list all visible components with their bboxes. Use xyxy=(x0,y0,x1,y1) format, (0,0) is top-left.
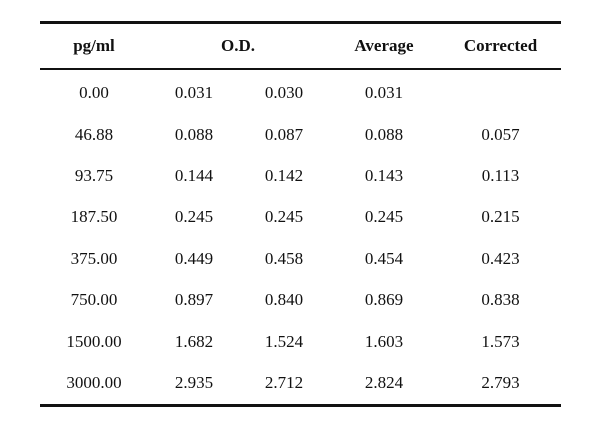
data-table-container: pg/ml O.D. Average Corrected 0.00 0.031 … xyxy=(40,21,561,407)
header-average: Average xyxy=(354,36,414,55)
cell-pg: 750.00 xyxy=(70,290,118,310)
table-row: 3000.00 2.935 2.712 2.824 2.793 xyxy=(40,362,561,403)
table-top-rule xyxy=(40,21,561,24)
cell-od1: 0.144 xyxy=(174,165,214,185)
cell-od2: 0.087 xyxy=(264,124,304,144)
cell-pg: 187.50 xyxy=(70,207,118,227)
cell-od2: 0.142 xyxy=(264,165,304,185)
header-pg-ml: pg/ml xyxy=(73,36,115,55)
cell-od2: 1.524 xyxy=(264,331,304,351)
table-row: 1500.00 1.682 1.524 1.603 1.573 xyxy=(40,321,561,362)
header-od: O.D. xyxy=(221,36,255,55)
table-row: 93.75 0.144 0.142 0.143 0.113 xyxy=(40,155,561,196)
cell-pg: 1500.00 xyxy=(66,331,122,351)
cell-od2: 0.458 xyxy=(264,248,304,268)
header-corrected: Corrected xyxy=(463,36,538,55)
table-row: 187.50 0.245 0.245 0.245 0.215 xyxy=(40,197,561,238)
table-row: 375.00 0.449 0.458 0.454 0.423 xyxy=(40,238,561,279)
cell-corrected: 0.057 xyxy=(481,124,520,144)
cell-average: 2.824 xyxy=(364,372,404,392)
cell-pg: 0.00 xyxy=(79,83,109,103)
cell-od1: 0.897 xyxy=(174,290,214,310)
cell-corrected: 0.423 xyxy=(481,248,520,268)
cell-od1: 0.449 xyxy=(174,248,214,268)
cell-pg: 93.75 xyxy=(74,165,114,185)
cell-corrected: 0.215 xyxy=(481,207,520,227)
cell-od1: 1.682 xyxy=(174,331,214,351)
table-bottom-rule xyxy=(40,403,561,407)
cell-average: 0.088 xyxy=(364,124,404,144)
cell-pg: 46.88 xyxy=(74,124,114,144)
cell-corrected: 2.793 xyxy=(481,372,520,392)
table-row: 0.00 0.031 0.030 0.031 xyxy=(40,70,561,114)
cell-od1: 0.088 xyxy=(174,124,214,144)
cell-od2: 0.245 xyxy=(264,207,304,227)
table-row: 46.88 0.088 0.087 0.088 0.057 xyxy=(40,114,561,155)
cell-average: 0.454 xyxy=(364,248,404,268)
cell-corrected: 0.838 xyxy=(481,290,520,310)
cell-average: 1.603 xyxy=(364,331,404,351)
cell-corrected xyxy=(440,70,561,114)
cell-average: 0.031 xyxy=(364,83,404,103)
data-table: pg/ml O.D. Average Corrected xyxy=(40,24,561,68)
cell-od1: 0.245 xyxy=(174,207,214,227)
cell-corrected: 1.573 xyxy=(481,331,520,351)
table-header-rule xyxy=(40,68,561,70)
cell-average: 0.869 xyxy=(364,290,404,310)
cell-od1: 0.031 xyxy=(174,83,214,103)
cell-pg: 3000.00 xyxy=(66,372,122,392)
table-row: 750.00 0.897 0.840 0.869 0.838 xyxy=(40,279,561,320)
cell-od2: 0.840 xyxy=(264,290,304,310)
cell-pg: 375.00 xyxy=(70,248,118,268)
cell-corrected: 0.113 xyxy=(481,165,520,185)
data-table-body: 0.00 0.031 0.030 0.031 46.88 0.088 0.087… xyxy=(40,70,561,404)
table-header-row: pg/ml O.D. Average Corrected xyxy=(40,24,561,68)
cell-od2: 0.030 xyxy=(264,83,304,103)
cell-average: 0.245 xyxy=(364,207,404,227)
cell-od1: 2.935 xyxy=(174,372,214,392)
cell-average: 0.143 xyxy=(364,165,404,185)
cell-od2: 2.712 xyxy=(264,372,304,392)
